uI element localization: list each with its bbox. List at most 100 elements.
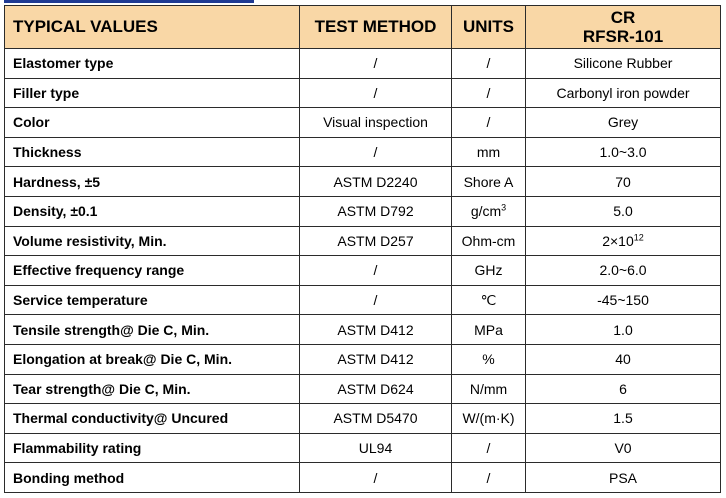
method-cell-text: / (373, 469, 378, 486)
method-cell-text: ASTM D412 (337, 351, 414, 368)
method-cell: ASTM D412 (299, 343, 452, 375)
property-cell: Effective frequency range (4, 255, 300, 286)
unit-cell: mm (451, 136, 526, 168)
unit-cell: / (451, 77, 526, 109)
method-cell-text: / (373, 144, 378, 161)
header-test-method: TEST METHOD (299, 5, 452, 49)
property-cell: Elastomer type (4, 48, 300, 79)
table-row: Flammability rating UL94 / V0 (4, 432, 721, 464)
table-row: Elastomer type / / Silicone Rubber (4, 48, 721, 79)
method-cell: ASTM D624 (299, 373, 452, 405)
method-cell: / (299, 77, 452, 109)
unit-cell-text: % (482, 351, 495, 368)
property-cell-text: Elongation at break@ Die C, Min. (13, 351, 233, 368)
value-cell-text: -45~150 (597, 292, 649, 309)
unit-cell-superscript: 3 (501, 202, 507, 213)
unit-cell: / (451, 48, 526, 79)
table-row: Tensile strength@ Die C, Min. ASTM D412 MP… (4, 314, 721, 345)
value-cell-text: 70 (615, 173, 631, 190)
property-cell: Hardness, ±5 (4, 166, 300, 197)
method-cell: / (299, 48, 452, 79)
unit-cell: Ohm-cm (451, 225, 526, 257)
property-cell-text: Effective frequency range (13, 262, 185, 279)
method-cell-text: ASTM D792 (337, 203, 414, 220)
property-cell-text: Hardness, ±5 (13, 173, 101, 190)
value-cell: 2.0~6.0 (525, 255, 721, 286)
property-cell: Tear strength@ Die C, Min. (4, 373, 300, 405)
property-cell: Volume resistivity, Min. (4, 225, 300, 257)
value-cell: -45~150 (525, 284, 721, 316)
value-cell: 1.0~3.0 (525, 136, 721, 168)
unit-cell: GHz (451, 255, 526, 286)
table-row: Density, ±0.1 ASTM D792 g/cm3 5.0 (4, 195, 721, 227)
unit-cell: g/cm3 (451, 195, 526, 227)
property-cell: Flammability rating (4, 432, 300, 464)
method-cell-text: UL94 (358, 440, 393, 457)
method-cell-text: ASTM D412 (337, 321, 414, 338)
table-row: Elongation at break@ Die C, Min. ASTM D41… (4, 343, 721, 375)
property-cell: Filler type (4, 77, 300, 109)
table-row: Service temperature / ℃ -45~150 (4, 284, 721, 316)
property-cell-text: Service temperature (13, 292, 148, 309)
value-cell-text: Silicone Rubber (573, 55, 673, 72)
unit-cell: MPa (451, 314, 526, 345)
unit-cell-text: / (486, 84, 491, 101)
method-cell: UL94 (299, 432, 452, 464)
property-cell-text: Thermal conductivity@ Uncured (13, 410, 229, 427)
property-cell-text: Density, ±0.1 (13, 203, 98, 220)
value-cell: 1.5 (525, 403, 721, 434)
method-cell-text: Visual inspection (323, 114, 428, 131)
value-cell-text: PSA (608, 469, 637, 486)
value-cell-text: 2.0~6.0 (599, 262, 647, 279)
unit-cell: ℃ (451, 284, 526, 316)
value-cell-text: 1.5 (613, 410, 633, 427)
table-header-row: TYPICAL VALUES TEST METHOD UNITS CR RFSR… (4, 5, 721, 49)
unit-cell: Shore A (451, 166, 526, 197)
method-cell-text: / (373, 262, 378, 279)
property-cell: Elongation at break@ Die C, Min. (4, 343, 300, 375)
unit-cell-text: / (486, 55, 491, 72)
property-cell-text: Bonding method (13, 469, 125, 486)
property-cell: Bonding method (4, 462, 300, 493)
value-cell: V0 (525, 432, 721, 464)
unit-cell-text: N/mm (469, 380, 508, 397)
value-cell: PSA (525, 462, 721, 493)
property-cell-text: Color (13, 114, 50, 131)
property-cell: Thermal conductivity@ Uncured (4, 403, 300, 434)
unit-cell: / (451, 107, 526, 138)
value-cell: Grey (525, 107, 721, 138)
unit-cell-text: MPa (474, 321, 503, 338)
method-cell: / (299, 284, 452, 316)
value-cell-text: Carbonyl iron powder (556, 84, 690, 101)
value-cell-text: 2×10 (602, 232, 634, 249)
typical-values-table: TYPICAL VALUES TEST METHOD UNITS CR RFSR… (4, 5, 721, 493)
unit-cell-text: g/cm (470, 203, 502, 220)
value-cell-superscript: 12 (633, 232, 644, 243)
property-cell: Density, ±0.1 (4, 195, 300, 227)
table-row: Effective frequency range / GHz 2.0~6.0 (4, 255, 721, 286)
property-cell-text: Filler type (13, 84, 80, 101)
unit-cell: / (451, 462, 526, 493)
table-row: Tear strength@ Die C, Min. ASTM D624 N/mm 6 (4, 373, 721, 405)
value-cell: 70 (525, 166, 721, 197)
property-cell-text: Flammability rating (13, 440, 142, 457)
unit-cell: N/mm (451, 373, 526, 405)
method-cell: / (299, 462, 452, 493)
value-cell: 5.0 (525, 195, 721, 227)
header-product-line2: RFSR-101 (582, 27, 664, 46)
table-row: Volume resistivity, Min. ASTM D257 Ohm-cm 2… (4, 225, 721, 257)
unit-cell-text: Ohm-cm (461, 232, 516, 249)
value-cell-text: 5.0 (613, 203, 633, 220)
property-cell-text: Volume resistivity, Min. (13, 232, 167, 249)
value-cell: 6 (525, 373, 721, 405)
table-row: Bonding method / / PSA (4, 462, 721, 493)
unit-cell: % (451, 343, 526, 375)
value-cell: 2×1012 (525, 225, 721, 257)
value-cell-text: 1.0~3.0 (599, 144, 647, 161)
unit-cell: / (451, 432, 526, 464)
header-product: CR RFSR-101 (525, 5, 721, 49)
property-cell: Thickness (4, 136, 300, 168)
header-typical-values: TYPICAL VALUES (4, 5, 300, 49)
value-cell: 40 (525, 343, 721, 375)
property-cell-text: Elastomer type (13, 55, 114, 72)
